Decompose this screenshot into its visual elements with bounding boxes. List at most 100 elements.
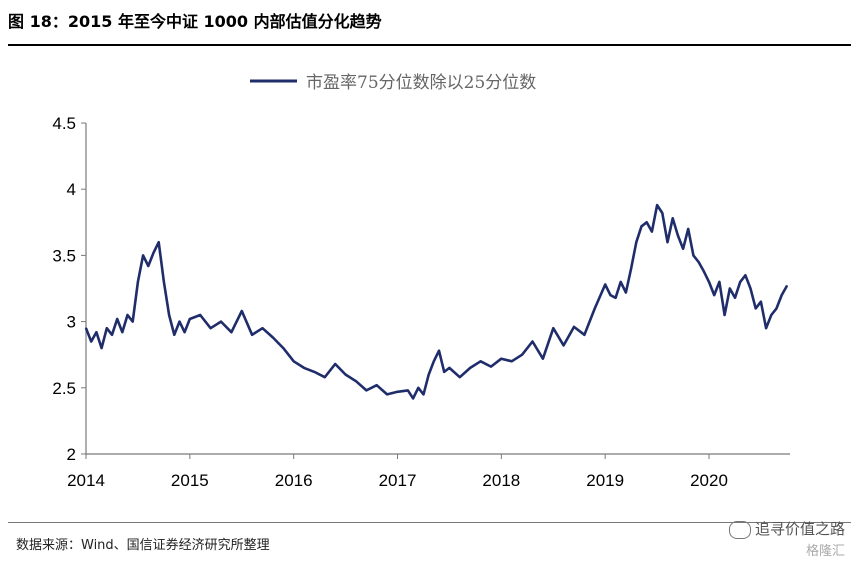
data-point: [614, 296, 617, 299]
data-point: [754, 307, 757, 310]
data-point: [105, 327, 108, 330]
data-point: [95, 331, 98, 334]
wechat-icon: [728, 520, 751, 539]
data-point: [116, 318, 119, 320]
data-point: [111, 333, 113, 336]
source-note: 数据来源：Wind、国信证券经济研究所整理: [16, 538, 270, 553]
data-point: [90, 340, 93, 343]
data-point: [303, 367, 305, 369]
data-point: [438, 349, 440, 352]
data-point: [713, 294, 716, 296]
data-point: [292, 360, 295, 363]
data-point: [619, 281, 622, 283]
data-point: [427, 373, 430, 376]
data-point: [500, 357, 503, 360]
data-point: [635, 241, 638, 244]
x-tick-label: 2015: [171, 471, 209, 490]
data-point: [173, 333, 176, 336]
data-point: [323, 376, 326, 379]
watermark-text: 追寻价值之路: [754, 520, 845, 538]
data-point: [479, 360, 482, 363]
series-group: [84, 203, 789, 400]
data-point: [396, 390, 399, 393]
data-point: [573, 326, 575, 328]
data-point: [770, 314, 773, 316]
data-point: [583, 333, 586, 336]
data-point: [702, 270, 705, 273]
title-divider: [8, 44, 851, 46]
data-point: [412, 397, 414, 400]
y-tick-label: 3: [67, 313, 76, 332]
data-point: [417, 386, 420, 389]
data-point: [100, 347, 103, 349]
data-point: [671, 217, 674, 220]
data-point: [85, 327, 87, 330]
data-point: [137, 281, 139, 283]
data-point: [682, 247, 684, 250]
data-point: [718, 281, 721, 283]
data-point: [734, 296, 736, 299]
data-point: [230, 331, 233, 334]
data-point: [692, 254, 695, 257]
data-point: [687, 228, 690, 230]
data-point: [765, 327, 767, 330]
legend-label: 市盈率75分位数除以25分位数: [306, 73, 536, 93]
data-point: [552, 327, 555, 330]
data-point: [448, 367, 451, 369]
data-point: [728, 287, 731, 290]
data-point: [651, 230, 653, 233]
data-point: [282, 347, 285, 349]
data-point: [168, 314, 171, 316]
data-point: [375, 384, 378, 387]
data-point: [640, 225, 643, 228]
data-point: [183, 331, 186, 334]
footer-divider: [8, 522, 851, 523]
x-tick-label: 2017: [379, 471, 417, 490]
data-point: [723, 314, 726, 316]
x-tick-label: 2019: [586, 471, 624, 490]
data-point: [157, 241, 160, 244]
data-point: [542, 357, 544, 360]
data-point: [422, 393, 425, 396]
x-tick-label: 2020: [690, 471, 728, 490]
data-point: [656, 204, 658, 207]
data-point: [334, 363, 337, 365]
figure-title: 图 18：2015 年至今中证 1000 内部估值分化趋势: [8, 12, 382, 31]
data-point: [531, 340, 534, 343]
line-chart: 市盈率75分位数除以25分位数 22.533.544.5 2014 2015 201…: [52, 73, 790, 490]
data-point: [121, 331, 124, 334]
data-point: [432, 360, 435, 363]
data-point: [521, 353, 523, 356]
data-point: [365, 389, 368, 392]
y-tick-label: 4: [67, 180, 76, 199]
y-tick-label: 2: [67, 445, 76, 464]
data-point: [708, 281, 710, 283]
y-ticks: 2 2.5 3 3.5 4 4.5: [52, 114, 86, 464]
data-point: [220, 320, 222, 323]
data-point: [313, 371, 316, 373]
data-point: [604, 283, 607, 286]
data-point: [147, 265, 150, 267]
data-point: [152, 251, 155, 254]
data-point: [355, 380, 357, 383]
series-line-0: [84, 203, 789, 400]
data-point: [630, 267, 632, 270]
data-point: [677, 234, 679, 237]
data-point: [739, 281, 742, 283]
data-point: [142, 254, 145, 257]
data-point: [749, 287, 752, 290]
data-point: [625, 291, 627, 294]
data-point: [163, 281, 165, 283]
data-point: [661, 212, 664, 214]
data-point: [645, 221, 648, 224]
data-point: [443, 371, 446, 373]
data-point: [780, 294, 783, 296]
data-point: [510, 360, 513, 363]
data-point: [609, 294, 612, 296]
data-point: [666, 241, 669, 244]
data-point: [469, 367, 472, 369]
data-point: [407, 389, 409, 392]
data-point: [786, 285, 788, 287]
x-tick-label: 2014: [67, 471, 105, 490]
y-tick-label: 3.5: [52, 246, 76, 265]
